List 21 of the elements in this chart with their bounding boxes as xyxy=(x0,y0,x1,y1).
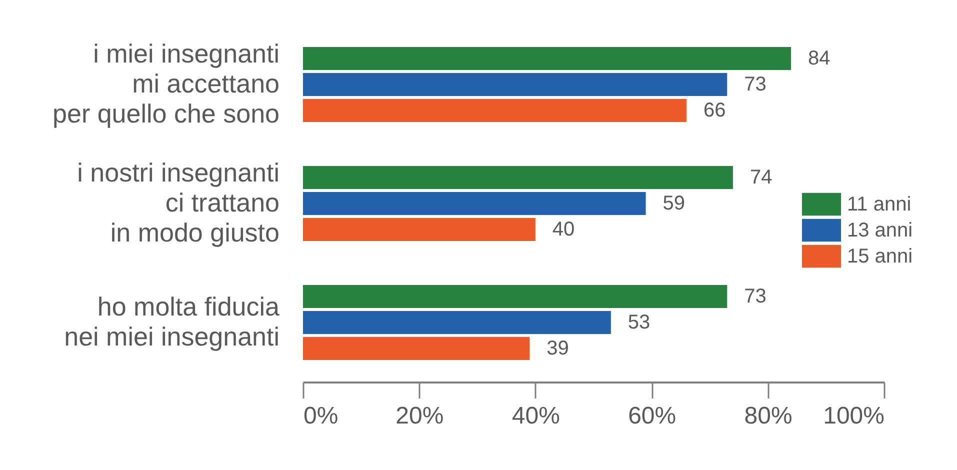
x-tick-label: 80% xyxy=(744,402,792,430)
y-tick-label: i nostri insegnanti ci trattano in modo giusto xyxy=(77,158,280,248)
data-label: 53 xyxy=(628,312,650,334)
legend-label: 11 anni xyxy=(847,193,912,216)
y-tick-label: i miei insegnanti mi accettano per quello che sono xyxy=(52,38,280,128)
data-label: 73 xyxy=(744,286,766,308)
data-label: 66 xyxy=(703,100,726,122)
data-label: 84 xyxy=(808,48,830,70)
x-tick-label: 20% xyxy=(396,402,444,430)
x-tick-label: 60% xyxy=(628,402,676,430)
data-label: 39 xyxy=(546,338,569,360)
data-label: 73 xyxy=(744,74,766,96)
x-tick-label: 100% xyxy=(823,402,884,430)
data-label: 74 xyxy=(750,166,772,188)
y-tick-label: ho molta fiducia nei miei insegnanti xyxy=(64,292,280,352)
x-tick-label: 40% xyxy=(512,402,560,430)
x-tick-label: 0% xyxy=(304,402,338,430)
data-label: 40 xyxy=(552,218,575,240)
legend-label: 13 anni xyxy=(847,219,913,242)
data-label: 59 xyxy=(662,192,686,214)
legend-label: 15 anni xyxy=(847,245,913,268)
